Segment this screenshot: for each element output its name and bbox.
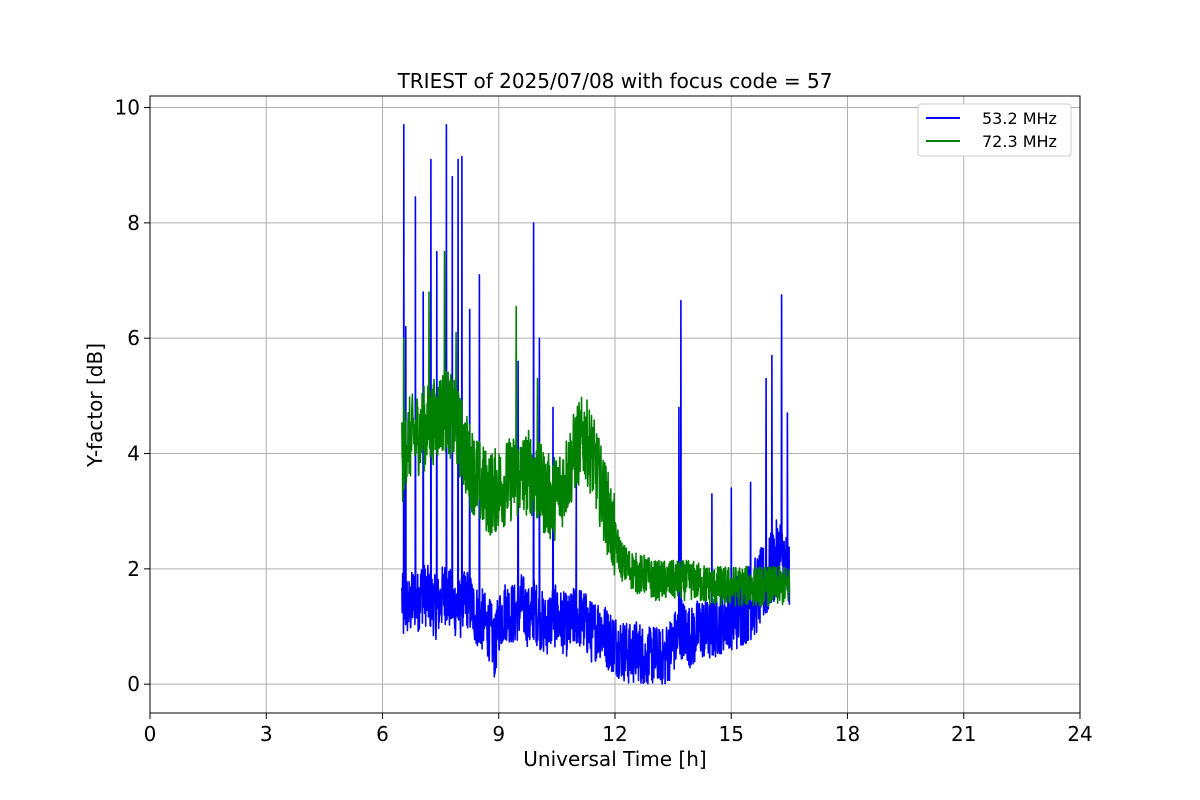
legend: 53.2 MHz 72.3 MHz — [917, 103, 1072, 157]
legend-label-72: 72.3 MHz — [982, 132, 1057, 151]
x-tick-label: 3 — [260, 722, 273, 746]
legend-label-53: 53.2 MHz — [982, 109, 1057, 128]
x-tick-label: 9 — [492, 722, 505, 746]
y-tick-label: 2 — [127, 557, 140, 581]
x-tick-label: 6 — [376, 722, 389, 746]
y-tick-label: 6 — [127, 326, 140, 350]
x-axis-label: Universal Time [h] — [523, 747, 706, 771]
x-tick-label: 21 — [951, 722, 976, 746]
grid — [149, 96, 1081, 713]
series-line-72-3-mhz — [401, 250, 791, 607]
chart-title: TRIEST of 2025/07/08 with focus code = 5… — [397, 69, 833, 93]
x-tick-label: 24 — [1067, 722, 1092, 746]
y-tick-label: 10 — [115, 96, 140, 120]
x-tick-label: 15 — [719, 722, 744, 746]
x-tick-label: 0 — [144, 722, 157, 746]
y-axis-label: Y-factor [dB] — [83, 343, 107, 468]
series-layer — [401, 124, 791, 685]
y-tick-label: 0 — [127, 672, 140, 696]
series-line-53-2-mhz — [401, 124, 791, 685]
y-tick-label: 8 — [127, 211, 140, 235]
x-tick-label: 12 — [602, 722, 627, 746]
x-tick-label: 18 — [835, 722, 860, 746]
y-tick-label: 4 — [127, 442, 140, 466]
